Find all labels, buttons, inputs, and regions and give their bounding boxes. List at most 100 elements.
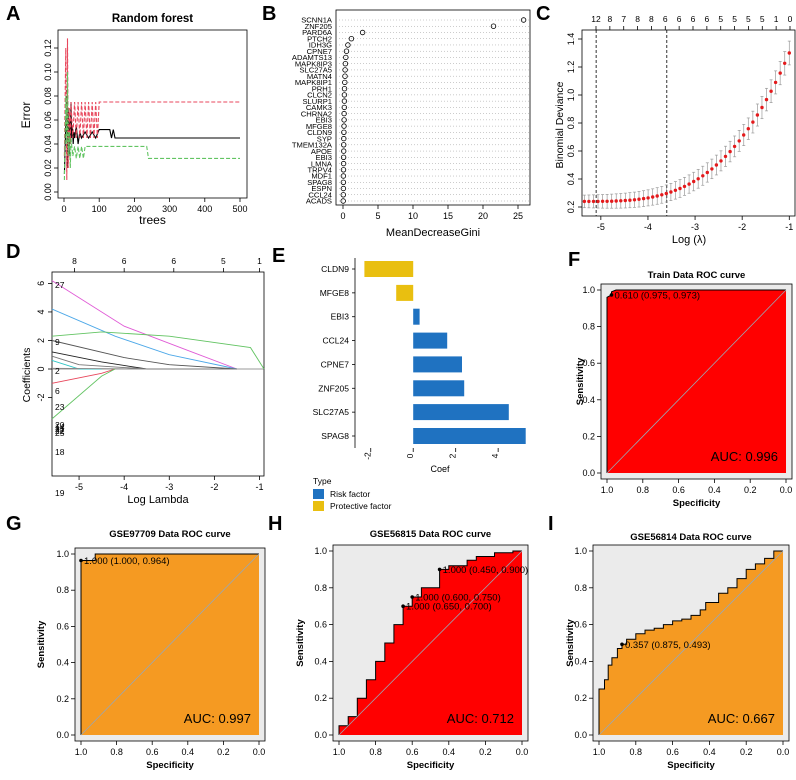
deviance-point (619, 199, 623, 203)
importance-point (341, 117, 347, 123)
y-tick-label: 0.4 (314, 656, 327, 666)
top-tick-label: 8 (635, 14, 640, 24)
y-axis-label: Binomial Deviance (554, 81, 566, 168)
y-tick-label: 0.02 (43, 159, 53, 177)
gene-label: CHRNA2 (301, 109, 332, 118)
gene-label: IDH3G (309, 41, 332, 50)
coef-path-1 (51, 280, 238, 370)
y-axis-label: Error (19, 102, 33, 129)
top-tick-label: 5 (221, 256, 226, 266)
deviance-point (701, 174, 705, 178)
gene-label: MATN4 (307, 72, 332, 81)
x-tick-label: 0.8 (637, 485, 650, 495)
x-tick-label: -3 (691, 222, 699, 232)
deviance-point (682, 184, 687, 189)
gene-label: EBI3 (316, 116, 332, 125)
gene-label: CCL24 (308, 190, 332, 199)
y-tick-label: 0.06 (43, 111, 53, 129)
importance-point (345, 42, 351, 48)
deviance-point (678, 186, 682, 191)
importance-point (341, 148, 347, 154)
path-index-label: 9 (55, 337, 60, 347)
y-tick-label: 6 (36, 281, 46, 286)
deviance-point (714, 163, 719, 167)
x-tick-label: 0.0 (780, 485, 793, 495)
top-tick-label: 8 (649, 14, 654, 24)
coef-bar (413, 332, 448, 349)
panel-letter-e: E (272, 245, 285, 267)
x-axis-label: Specificity (667, 760, 715, 771)
top-tick-label: 6 (663, 14, 668, 24)
auc-label: AUC: 0.712 (447, 711, 514, 726)
top-tick-label: 8 (607, 14, 612, 24)
threshold-point (401, 604, 405, 608)
panel-letter-h: H (268, 513, 282, 535)
y-tick-label: 0.6 (582, 358, 595, 368)
chart-title: GSE56815 Data ROC curve (370, 529, 491, 540)
importance-point (490, 23, 497, 29)
y-tick-label: 0.2 (566, 201, 576, 214)
chart-title: GSE56814 Data ROC curve (630, 532, 751, 543)
deviance-point (760, 105, 764, 110)
x-tick-label: 0.0 (516, 747, 529, 757)
x-tick-label: 0.0 (253, 747, 266, 757)
top-tick-label: 6 (704, 14, 709, 24)
threshold-label: 1.000 (0.450, 0.900) (443, 565, 529, 576)
y-tick-label: 1.0 (582, 285, 595, 295)
roc-curve (80, 553, 259, 735)
series-line-3 (63, 71, 240, 181)
legend-label: Protective factor (330, 501, 392, 511)
coef-bar (413, 428, 526, 444)
x-tick-label: 1.0 (601, 485, 614, 495)
importance-point (341, 104, 347, 111)
deviance-point (587, 199, 591, 204)
x-tick-label: 200 (127, 204, 142, 214)
deviance-point (732, 144, 737, 149)
x-tick-label: 0.6 (672, 485, 685, 495)
panel-letter-f: F (568, 249, 580, 271)
y-tick-label: 0.8 (566, 117, 576, 130)
deviance-point (596, 199, 600, 204)
x-tick-label: 0 (405, 453, 415, 458)
gene-label: PTCH2 (307, 34, 332, 43)
panel-e: CLDN9 MFGE8 EBI3 CCL24 CPNE7 ZNF205 SLC27A5 SPA… (313, 258, 526, 511)
threshold-label: 1.000 (0.600, 0.750) (415, 593, 501, 604)
top-tick-label: 5 (718, 14, 723, 24)
top-tick-label: 0 (788, 14, 793, 24)
y-tick-label: 0.12 (43, 39, 53, 57)
x-tick-label: 1.0 (75, 747, 88, 757)
threshold-point (609, 293, 614, 297)
panel-a: Random forest 0 100 200 300 400 500 0.00 0.02 0.0… (19, 13, 248, 227)
x-tick-label: 0.6 (406, 747, 419, 757)
importance-point (341, 123, 347, 129)
importance-point (342, 61, 349, 67)
path-index-label: 2 (55, 366, 60, 376)
gene-label: EBI3 (316, 153, 332, 162)
importance-point (341, 110, 347, 117)
x-axis-label: Log (λ) (672, 234, 706, 246)
y-tick-label: 0.0 (582, 468, 595, 478)
category-label: CPNE7 (321, 359, 350, 369)
y-tick-label: 0.04 (43, 135, 53, 153)
deviance-point (778, 71, 782, 75)
panel-b: SCNN1AZNF205PARD6APTCH2IDH3GCPNE7ADAMTS1… (292, 9, 531, 239)
deviance-point (628, 198, 632, 202)
deviance-point (787, 51, 791, 55)
gene-label: CPNE7 (307, 47, 332, 56)
category-label: ZNF205 (318, 383, 349, 393)
top-tick-label: 6 (677, 14, 682, 24)
y-tick-label: 0.8 (574, 583, 587, 593)
gene-label: SLC27A5 (299, 66, 332, 75)
x-tick-label: 0 (61, 204, 66, 214)
deviance-point (737, 139, 741, 143)
x-tick-label: 300 (162, 204, 177, 214)
deviance-point (696, 177, 700, 181)
importance-point (359, 29, 366, 36)
coef-path-2 (51, 308, 237, 370)
diagonal-reference (338, 550, 523, 736)
top-tick-label: 5 (732, 14, 737, 24)
x-tick-label: 4 (490, 453, 500, 458)
importance-point (348, 36, 355, 42)
y-tick-label: 0.0 (56, 730, 69, 740)
importance-point (343, 54, 349, 61)
